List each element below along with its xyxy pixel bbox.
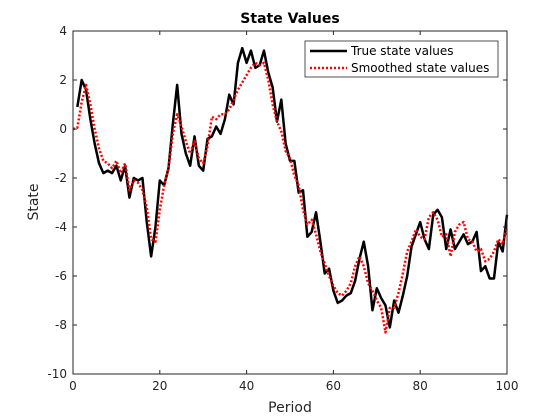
y-tick-label: 4 xyxy=(59,24,67,38)
x-tick-label: 100 xyxy=(496,379,519,393)
x-tick-label: 40 xyxy=(239,379,254,393)
legend-label-smoothed: Smoothed state values xyxy=(351,61,489,75)
legend: True state values Smoothed state values xyxy=(304,40,499,78)
y-tick-label: 0 xyxy=(59,122,67,136)
y-tick-label: -2 xyxy=(55,171,67,185)
legend-box xyxy=(304,40,499,78)
y-axis-ticks: -10 -8 -6 -4 -2 0 2 4 xyxy=(47,24,507,381)
x-tick-label: 60 xyxy=(326,379,341,393)
y-tick-label: -8 xyxy=(55,318,67,332)
plot-area xyxy=(73,31,507,374)
x-tick-label: 80 xyxy=(413,379,428,393)
x-tick-label: 0 xyxy=(69,379,77,393)
series-line-true-state xyxy=(76,46,509,329)
legend-label-true: True state values xyxy=(350,44,454,58)
chart-title: State Values xyxy=(240,11,339,27)
x-axis-ticks: 0 20 40 60 80 100 xyxy=(69,31,518,393)
series-layer xyxy=(72,46,509,334)
x-axis-title: Period xyxy=(268,400,312,416)
y-axis-title: State xyxy=(26,183,42,220)
y-tick-label: -6 xyxy=(55,269,67,283)
series-line-smoothed-state xyxy=(72,61,509,334)
x-tick-label: 20 xyxy=(152,379,167,393)
axes-box xyxy=(72,30,508,375)
y-tick-label: 2 xyxy=(59,73,67,87)
y-tick-label: -10 xyxy=(47,367,67,381)
y-tick-label: -4 xyxy=(55,220,67,234)
